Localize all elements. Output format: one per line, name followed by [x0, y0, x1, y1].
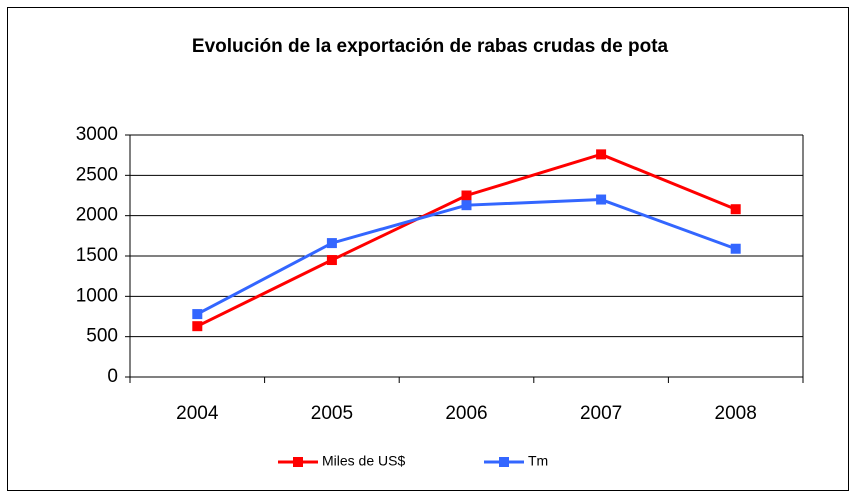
- x-tick-label: 2004: [176, 403, 219, 424]
- x-tick-label: 2008: [715, 403, 757, 424]
- data-point: [730, 243, 741, 254]
- chart-title: Evolución de la exportación de rabas cru…: [192, 36, 669, 57]
- data-point: [730, 204, 741, 215]
- data-point: [461, 200, 472, 211]
- y-tick-label: 2500: [76, 164, 118, 185]
- y-tick-label: 2000: [76, 205, 118, 226]
- data-point: [596, 149, 607, 160]
- y-tick-label: 3000: [76, 124, 118, 145]
- data-point: [461, 190, 472, 201]
- y-tick-label: 500: [86, 326, 118, 347]
- data-point: [192, 309, 203, 320]
- legend-label: Tm: [528, 453, 548, 469]
- x-tick-label: 2006: [445, 403, 487, 424]
- y-tick-label: 1000: [76, 285, 118, 306]
- legend-marker: [293, 457, 303, 467]
- y-tick-label: 0: [107, 366, 118, 387]
- data-point: [192, 321, 203, 332]
- y-tick-label: 1500: [76, 245, 118, 266]
- x-tick-label: 2005: [311, 403, 353, 424]
- data-point: [326, 255, 337, 266]
- x-tick-label: 2007: [580, 403, 622, 424]
- data-point: [596, 194, 607, 205]
- legend-label: Miles de US$: [322, 453, 405, 469]
- chart-frame: [7, 7, 849, 491]
- legend-marker: [499, 457, 509, 467]
- data-point: [326, 238, 337, 249]
